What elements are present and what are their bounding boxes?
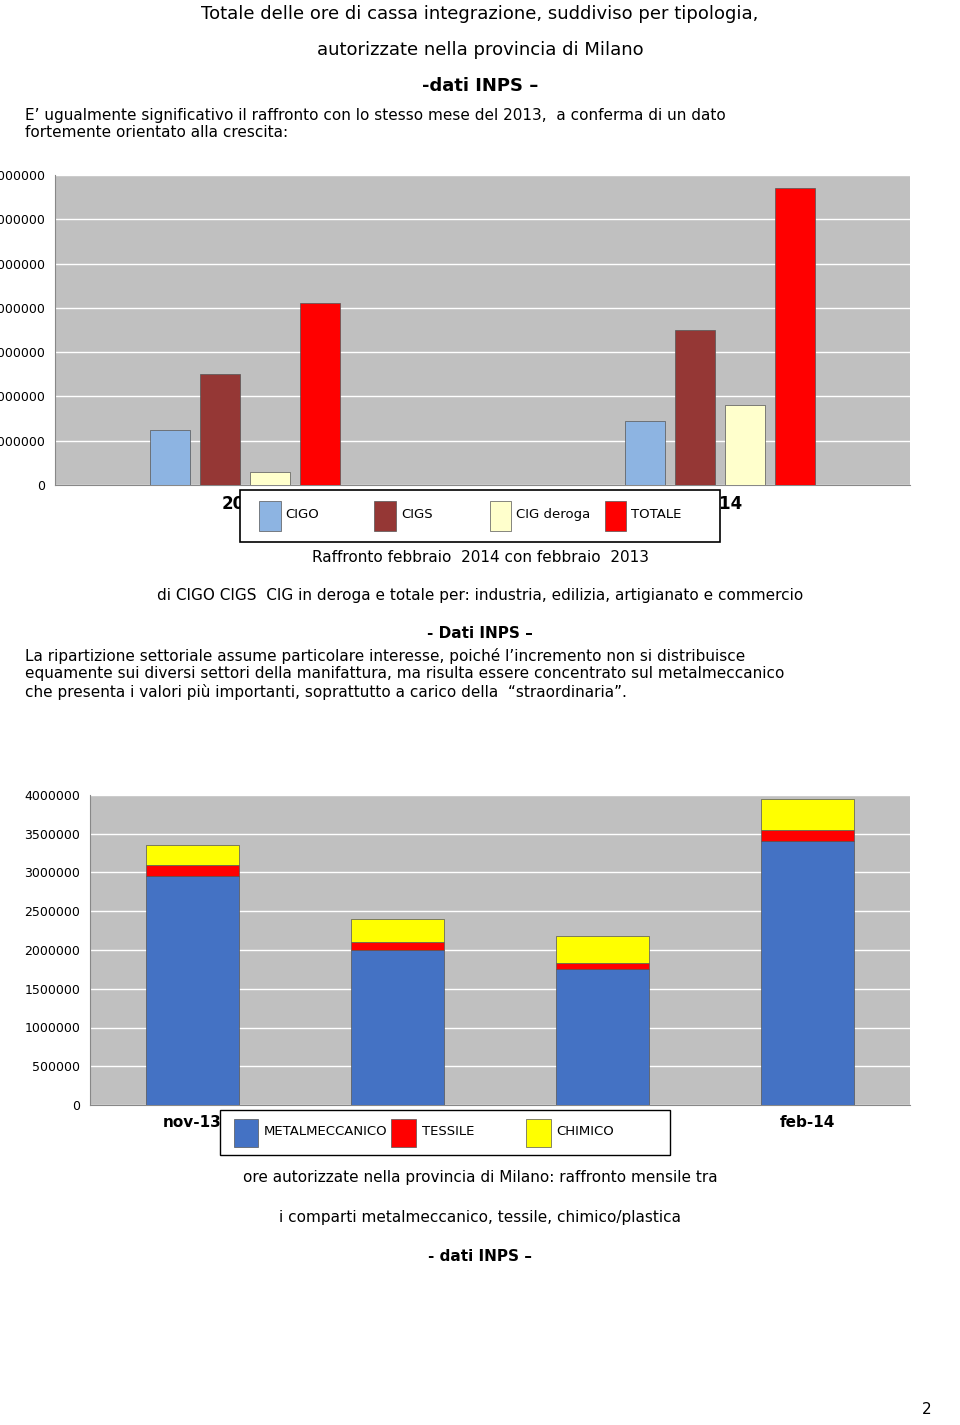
Text: 2: 2 [922,1402,931,1418]
Text: La ripartizione settoriale assume particolare interesse, poiché l’incremento non: La ripartizione settoriale assume partic… [25,648,784,700]
Bar [351,942,444,950]
Bar [761,842,853,1104]
Bar [150,430,190,484]
Bar [625,420,665,485]
Bar [146,876,239,1104]
Text: Totale delle ore di cassa integrazione, suddiviso per tipologia,: Totale delle ore di cassa integrazione, … [202,6,758,23]
Bar [200,375,240,485]
Bar [233,1119,258,1147]
Bar [146,845,239,865]
Bar [725,405,765,485]
Bar [374,502,396,530]
Text: Raffronto febbraio  2014 con febbraio  2013: Raffronto febbraio 2014 con febbraio 201… [311,550,649,564]
Bar [351,950,444,1104]
Bar [605,502,626,530]
Text: i comparti metalmeccanico, tessile, chimico/plastica: i comparti metalmeccanico, tessile, chim… [279,1210,681,1224]
Text: METALMECCANICO: METALMECCANICO [264,1126,388,1139]
Bar [557,963,649,969]
Bar [300,304,340,484]
Text: ore autorizzate nella provincia di Milano: raffronto mensile tra: ore autorizzate nella provincia di Milan… [243,1170,717,1186]
Text: CIGO: CIGO [286,509,320,522]
Bar [490,502,512,530]
Text: - Dati INPS –: - Dati INPS – [427,627,533,641]
Text: autorizzate nella provincia di Milano: autorizzate nella provincia di Milano [317,41,643,58]
Text: E’ ugualmente significativo il raffronto con lo stesso mese del 2013,  a conferm: E’ ugualmente significativo il raffronto… [25,108,726,141]
Text: TESSILE: TESSILE [421,1126,474,1139]
Bar [250,472,290,484]
Bar [557,969,649,1104]
Text: -dati INPS –: -dati INPS – [421,77,539,95]
Text: CIG deroga: CIG deroga [516,509,590,522]
Text: - dati INPS –: - dati INPS – [428,1250,532,1264]
Text: di CIGO CIGS  CIG in deroga e totale per: industria, edilizia, artigianato e com: di CIGO CIGS CIG in deroga e totale per:… [156,587,804,603]
Bar [675,331,715,484]
Bar [146,865,239,876]
Bar [259,502,280,530]
Bar [761,829,853,842]
Text: CHIMICO: CHIMICO [557,1126,614,1139]
Bar [761,799,853,829]
Bar [391,1119,416,1147]
Bar [557,936,649,963]
Text: TOTALE: TOTALE [632,509,682,522]
Bar [775,188,815,485]
Bar [526,1119,551,1147]
Bar [351,919,444,942]
Text: CIGS: CIGS [401,509,432,522]
